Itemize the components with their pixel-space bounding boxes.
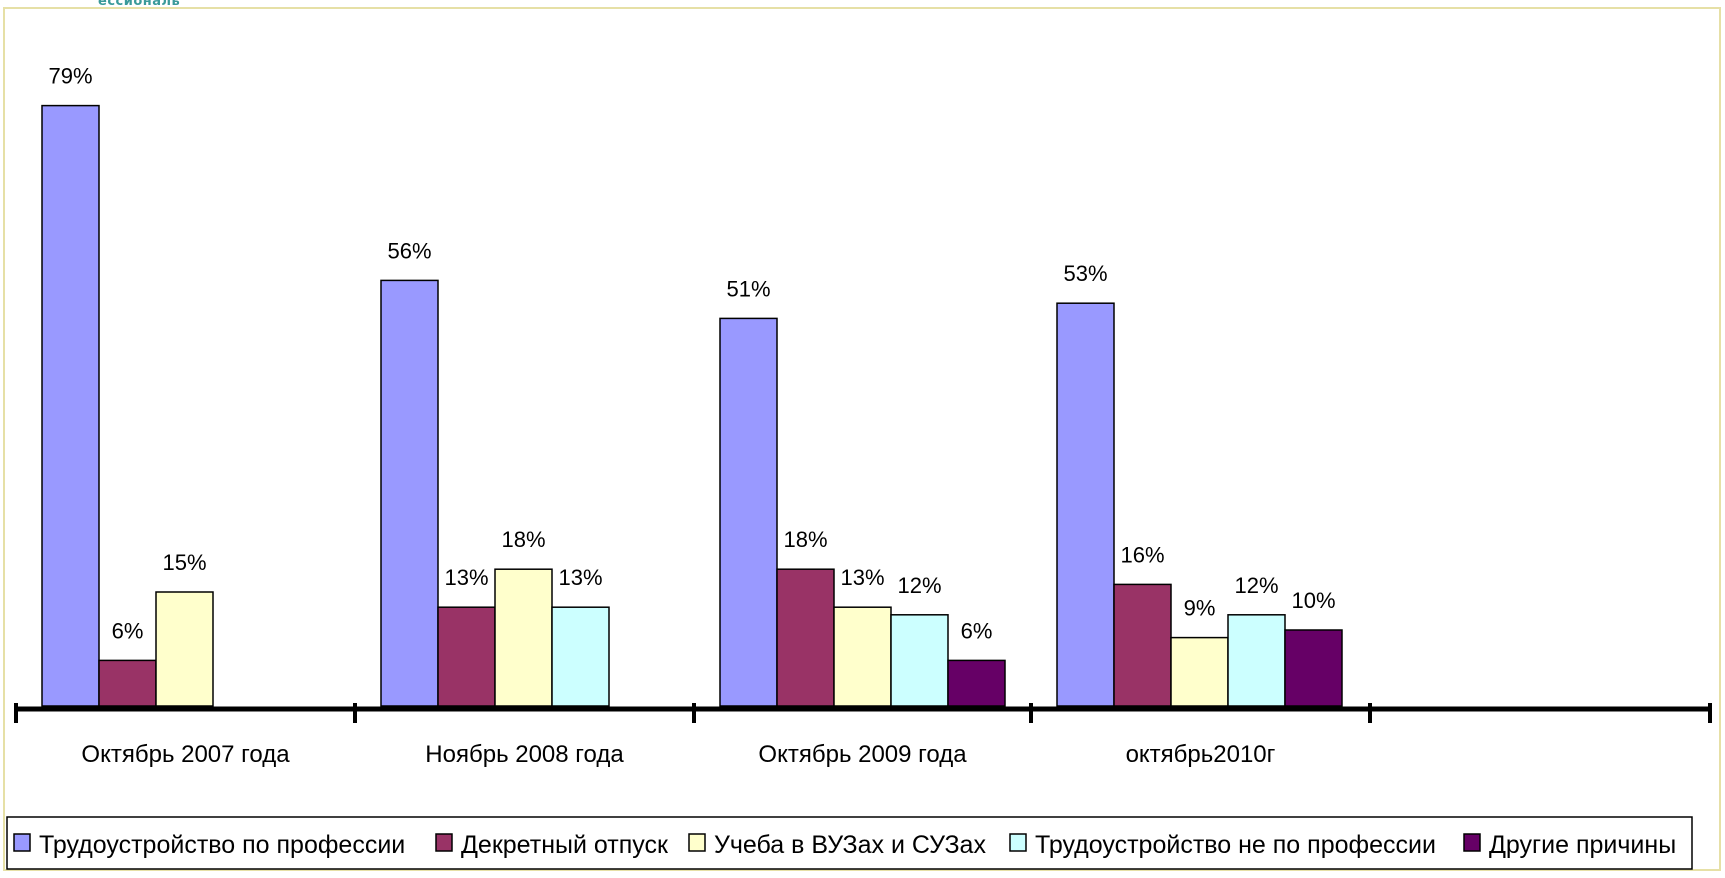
bar-2-3: [776, 568, 835, 707]
legend-swatch: [1009, 833, 1027, 852]
bar-2-4: [1113, 583, 1172, 707]
bar-4-2: [551, 606, 610, 707]
bar-4-3: [890, 614, 949, 707]
bar-3-3: [833, 606, 892, 707]
bar-1-2: [380, 279, 439, 707]
data-label: 13%: [558, 565, 602, 590]
data-label: 6%: [961, 618, 993, 643]
bar-3-2: [494, 568, 553, 707]
x-tick-label: октябрь2010г: [1126, 741, 1276, 768]
x-tick-label: Октябрь 2009 года: [758, 741, 967, 768]
data-label: 56%: [387, 238, 431, 263]
legend-entry-label: Другие причины: [1489, 831, 1676, 859]
bar-3-1: [155, 591, 214, 707]
data-label: 13%: [840, 565, 884, 590]
bar-2-2: [437, 606, 496, 707]
legend-swatch: [1463, 833, 1481, 852]
plot-area: 79% 6% 15% 56% 13% 18% 13% 51% 18% 13% 12% 6% 53% 16%…: [14, 64, 1712, 768]
legend-entry-label: Учеба в ВУЗах и СУЗах: [714, 831, 986, 859]
legend: Трудоустройство по профессии Декретный от…: [6, 816, 1693, 870]
data-label: 16%: [1120, 542, 1164, 567]
legend-swatch: [688, 833, 706, 852]
data-label: 51%: [726, 276, 770, 301]
data-label: 10%: [1291, 588, 1335, 613]
legend-entry-label: Декретный отпуск: [461, 831, 669, 859]
data-label: 18%: [783, 527, 827, 552]
bar-5-3: [947, 659, 1006, 707]
legend-swatch: [13, 833, 31, 852]
legend-entry-label: Трудоустройство не по профессии: [1035, 831, 1436, 859]
bar-1-4: [1056, 302, 1115, 707]
bar-4-4: [1227, 614, 1286, 707]
bar-2-1: [98, 659, 157, 707]
bar-3-4: [1170, 636, 1229, 707]
data-label: 79%: [48, 64, 92, 89]
logo-fragment: ессиональ: [98, 0, 181, 9]
bar-1-1: [41, 104, 100, 707]
x-tick-label: Октябрь 2007 года: [81, 741, 290, 768]
data-label: 6%: [112, 618, 144, 643]
data-label: 12%: [1234, 573, 1278, 598]
bar-5-4: [1284, 629, 1343, 707]
legend-swatch: [435, 833, 453, 852]
page-frame: [3, 7, 1721, 871]
data-label: 18%: [501, 527, 545, 552]
data-label: 9%: [1184, 596, 1216, 621]
data-label: 53%: [1063, 261, 1107, 286]
data-label: 12%: [897, 573, 941, 598]
x-tick-label: Ноябрь 2008 года: [425, 741, 624, 768]
data-label: 15%: [162, 550, 206, 575]
legend-box: [6, 816, 1693, 870]
data-label: 13%: [444, 565, 488, 590]
bar-1-3: [719, 317, 778, 707]
legend-entry-label: Трудоустройство по профессии: [39, 831, 405, 859]
